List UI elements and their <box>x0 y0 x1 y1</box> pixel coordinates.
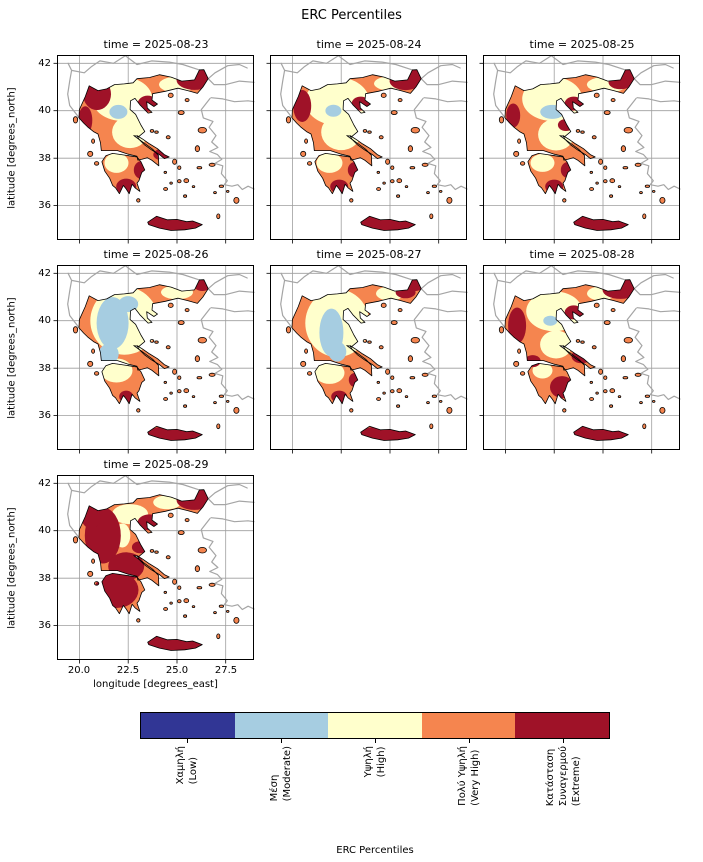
colorbar-segment-high <box>328 713 422 738</box>
y-axis-label: latitude [degrees_north] <box>6 86 18 209</box>
y-tick-label: 38 <box>38 363 51 374</box>
colorbar-label-high: Υψηλή (High) <box>363 746 387 778</box>
y-tick-label: 36 <box>38 620 51 631</box>
colorbar-label-extreme: Κατάσταση Συναγερμού (Extreme) <box>544 746 582 807</box>
x-tick-label: 27.5 <box>214 665 238 676</box>
x-tick-label: 20.0 <box>67 665 91 676</box>
greece-map-2025-08-23 <box>53 55 255 244</box>
colorbar-label-low: Χαμηλή (Low) <box>175 746 199 785</box>
colorbar-segment-moderate <box>234 713 329 738</box>
y-tick-label: 42 <box>38 478 51 489</box>
subplot-title: time = 2025-08-27 <box>316 248 422 261</box>
colorbar-segment-low <box>141 713 235 738</box>
subplot-2025-08-29: time = 2025-08-29 latitude [degrees_nort… <box>7 458 255 690</box>
subplot-title: time = 2025-08-24 <box>316 38 422 51</box>
subplot-2025-08-24: time = 2025-08-24 <box>266 38 468 244</box>
colorbar-labels: Χαμηλή (Low) Μέση (Moderate) Υψηλή (High… <box>140 746 610 842</box>
greece-map-2025-08-26 <box>53 265 255 454</box>
subplot-title: time = 2025-08-26 <box>103 248 209 261</box>
figure-title: ERC Percentiles <box>301 8 402 23</box>
colorbar-tick <box>187 739 188 743</box>
y-tick-label: 42 <box>38 268 51 279</box>
colorbar-tick <box>375 739 376 743</box>
greece-map-2025-08-27 <box>266 265 468 454</box>
subplot-title: time = 2025-08-28 <box>529 248 635 261</box>
subplot-2025-08-23: time = 2025-08-23 latitude [degrees_nort… <box>7 38 255 244</box>
x-tick-label: 22.5 <box>116 665 140 676</box>
subplot-title: time = 2025-08-25 <box>529 38 635 51</box>
greece-map-2025-08-24 <box>266 55 468 244</box>
y-tick-label: 36 <box>38 410 51 421</box>
y-tick-label: 40 <box>38 315 51 326</box>
y-axis-label: latitude [degrees_north] <box>6 296 18 419</box>
y-axis-label: latitude [degrees_north] <box>6 506 18 629</box>
subplot-2025-08-27: time = 2025-08-27 <box>266 248 468 454</box>
subplot-title: time = 2025-08-29 <box>103 458 209 471</box>
colorbar-segment-very-high <box>421 713 516 738</box>
subplot-2025-08-25: time = 2025-08-25 <box>479 38 681 244</box>
y-tick-label: 40 <box>38 105 51 116</box>
colorbar-segment-extreme <box>515 713 609 738</box>
y-tick-label: 40 <box>38 525 51 536</box>
y-tick-label: 36 <box>38 200 51 211</box>
colorbar-tick <box>281 739 282 743</box>
x-axis-label: longitude [degrees_east] <box>93 679 218 690</box>
y-tick-label: 38 <box>38 573 51 584</box>
colorbar-title: ERC Percentiles <box>336 845 414 856</box>
colorbar-tick <box>563 739 564 743</box>
subplot-title: time = 2025-08-23 <box>103 38 209 51</box>
greece-map-2025-08-29 <box>53 475 255 664</box>
y-tick-label: 38 <box>38 153 51 164</box>
y-tick-label: 42 <box>38 58 51 69</box>
subplot-2025-08-26: time = 2025-08-26 latitude [degrees_nort… <box>7 248 255 454</box>
greece-map-2025-08-25 <box>479 55 681 244</box>
colorbar <box>140 712 610 739</box>
colorbar-label-moderate: Μέση (Moderate) <box>269 746 293 802</box>
greece-map-2025-08-28 <box>479 265 681 454</box>
colorbar-tick <box>469 739 470 743</box>
colorbar-label-very-high: Πολύ Υψηλή (Very High) <box>457 746 481 806</box>
subplot-2025-08-28: time = 2025-08-28 <box>479 248 681 454</box>
x-tick-label: 25.0 <box>165 665 189 676</box>
